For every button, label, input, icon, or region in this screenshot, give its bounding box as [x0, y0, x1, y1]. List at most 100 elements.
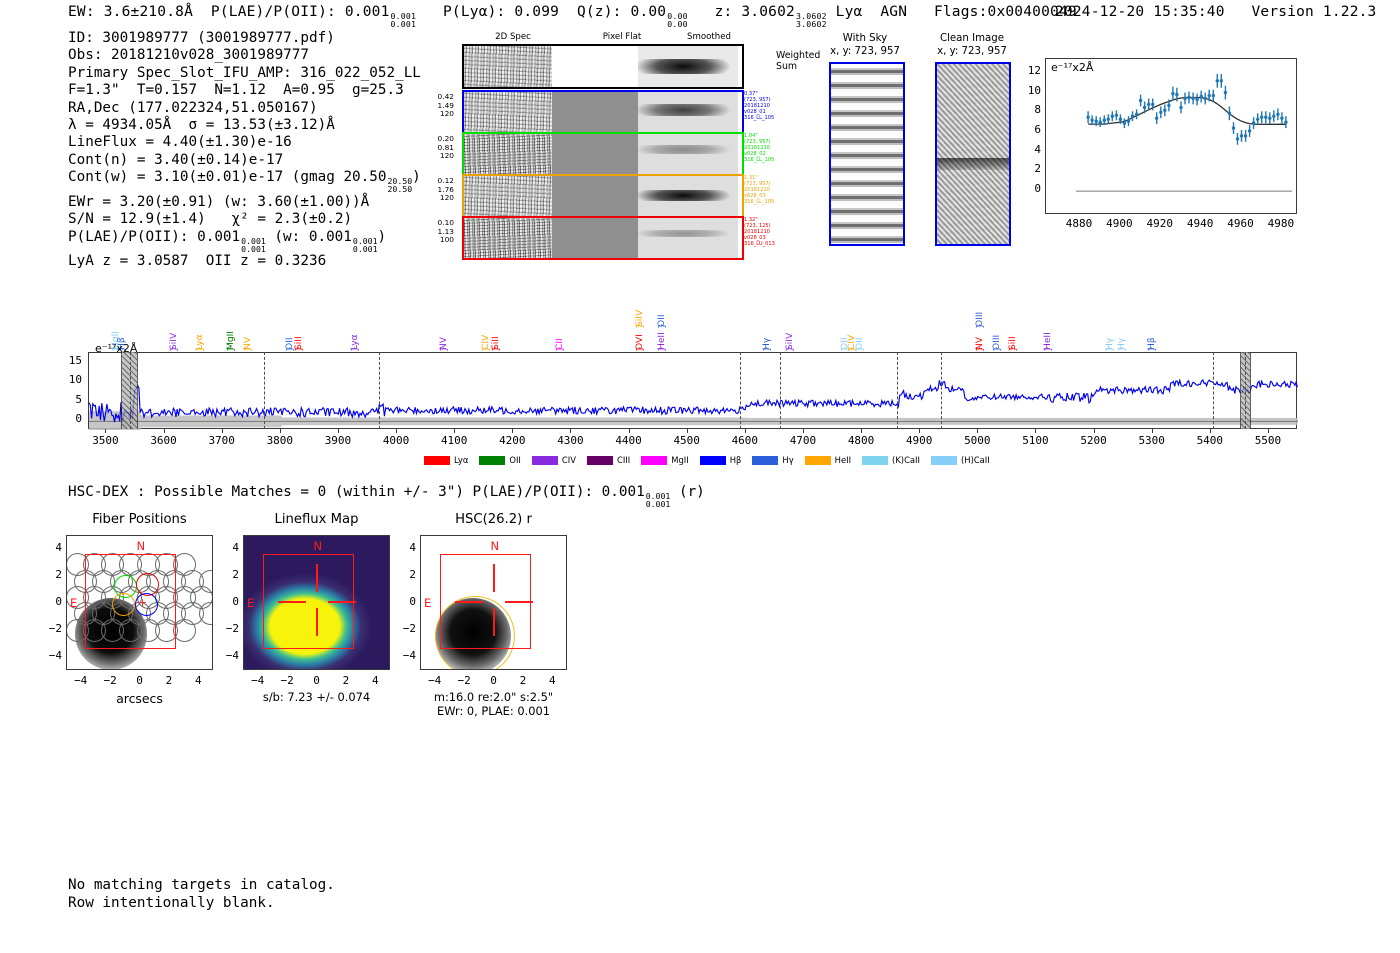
- panel-axes-0: + N E: [66, 535, 213, 670]
- panel-xtick-2: 4: [548, 674, 556, 687]
- spectrum-xtick: 4500: [673, 434, 700, 447]
- panel-xtick-2: 2: [519, 674, 527, 687]
- legend-item-hγ: Hγ: [752, 455, 794, 465]
- info-sn-chi2: S/N = 12.9(±1.4) χ² = 2.3(±0.2): [68, 211, 353, 228]
- panel-xlabel-0: arcsecs: [116, 691, 163, 706]
- spectrum-line-marker: [940, 352, 942, 429]
- spectrum-line-brace: {: [489, 346, 500, 352]
- header-version: Version 1.22.3: [1251, 4, 1377, 20]
- spectrum-ytick: 5: [75, 392, 82, 406]
- cutout-subtitle-text-1: x, y: 723, 957: [937, 45, 1007, 57]
- spectrum-line-brace: {: [1007, 346, 1018, 352]
- spectrum-xtick-mark: [396, 429, 398, 433]
- panel-compass-n-2: N: [490, 539, 500, 553]
- spectrum-line-brace: {: [242, 346, 253, 352]
- spectrum-xtick: 4100: [440, 434, 468, 447]
- line-profile-xtick: 4920: [1146, 217, 1174, 230]
- spec2d-row-weighted-sum: [462, 44, 744, 89]
- spectrum-ytick: 15: [68, 353, 82, 367]
- spectrum-xtick: 4200: [499, 434, 526, 447]
- spectrum-line-marker: [1244, 352, 1246, 429]
- spec2d-right-value: 1.31": [744, 175, 758, 181]
- header-timestamp-version: 2024-12-20 15:35:40 Version 1.22.3: [1055, 4, 1377, 20]
- spectrum-line-marker: [378, 352, 380, 429]
- legend-item-civ: CIV: [531, 455, 576, 465]
- spectrum-xtick-mark: [105, 429, 107, 433]
- legend-swatch: [641, 455, 668, 465]
- spec2d-row-3-right-labels: 1.31" (723, 957) 20181210 v028_03 316_LL_105: [744, 175, 804, 205]
- full-spectrum-plot: [88, 352, 1298, 430]
- footer-line-1: No matching targets in catalog.: [68, 877, 335, 893]
- panel-ytick-0: 2: [55, 567, 62, 581]
- spectrum-ytick: 10: [68, 373, 82, 387]
- legend-swatch: [479, 455, 506, 465]
- panel-compass-n-1: N: [313, 539, 323, 553]
- header-classification: Lyα: [835, 4, 863, 20]
- hsc-dex-suffix: (r): [678, 484, 705, 500]
- spectrum-line-brace: {: [633, 346, 644, 352]
- panel-xtick-0: 2: [165, 674, 173, 687]
- spectrum-xtick: 4400: [615, 434, 642, 447]
- spec2d-right-value: 1.32": [744, 217, 758, 223]
- panel-ytick-2: −2: [402, 621, 416, 635]
- panel-ytick-1: 4: [232, 540, 239, 554]
- spectrum-legend: Lyα OII CIV CIII MgII Hβ Hγ HeII (K)CaII (H)CaII: [424, 455, 990, 465]
- spec2d-right-value: v028_02: [744, 151, 766, 158]
- hsc-dex-summary: HSC-DEX : Possible Matches = 0 (within +…: [68, 484, 705, 509]
- header-summary-line: EW: 3.6±210.8Å P(LAE)/P(OII): 0.001 0.001…: [68, 4, 1077, 29]
- spectrum-line-brace: {: [438, 346, 449, 352]
- spec2d-right-value: 1.04": [744, 133, 758, 139]
- lineflux-map-image: [244, 536, 389, 669]
- panel-xtick-1: 0: [313, 674, 320, 687]
- panel-ytick-2: 2: [409, 567, 416, 581]
- spectrum-line-brace: {: [194, 346, 205, 352]
- spectrum-xtick-mark: [1093, 429, 1095, 433]
- spectrum-line-marker: [130, 352, 132, 429]
- spectrum-line-brace: {: [761, 346, 772, 352]
- spec2d-row-1-right-labels: 0.37" (723, 957) 20181210 v028_01 316_LL_105: [744, 91, 804, 121]
- spectrum-line-brace: {: [784, 346, 795, 352]
- info-primary-spec-slot: Primary Spec_Slot_IFU_AMP: 316_022_052_L…: [68, 64, 421, 81]
- hsc-dex-prefix: HSC-DEX : Possible Matches = 0 (within +…: [68, 484, 645, 500]
- spectrum-xtick-mark: [512, 429, 514, 433]
- legend-swatch: [752, 455, 779, 465]
- header-agn: AGN: [880, 4, 908, 20]
- spectrum-xtick: 5300: [1138, 434, 1165, 447]
- spectrum-line-marker: [779, 352, 781, 429]
- line-profile-xtick: 4880: [1065, 217, 1093, 230]
- spectrum-line-marker: [1212, 352, 1214, 429]
- spectrum-xtick-mark: [861, 429, 863, 433]
- panel-ytick-1: −4: [225, 648, 239, 662]
- spec2d-left-value: 0.42: [437, 92, 454, 101]
- header-qz-errors: 0.00 0.00: [667, 10, 688, 30]
- spectrum-xtick: 3900: [324, 434, 352, 447]
- cutout-image-clean: [935, 62, 1011, 246]
- cutout-title-text-0: With Sky: [842, 33, 888, 44]
- spectrum-line-brace: {: [974, 346, 985, 352]
- panel-compass-e-2: E: [424, 595, 432, 610]
- legend-label: OII: [509, 455, 521, 465]
- spec2d-right-value: 0.37": [744, 91, 758, 97]
- panel-crosshair-2-0: [493, 564, 495, 592]
- spec2d-right-value: 316_LU_013: [744, 241, 775, 248]
- fiber-circle: [172, 618, 196, 642]
- spec2d-right-value: v028_03: [744, 193, 766, 200]
- spectrum-units-annotation: e⁻¹⁷x2Å: [95, 342, 138, 355]
- spectrum-xtick: 3700: [208, 434, 235, 447]
- panel-ytick-0: −2: [48, 621, 62, 635]
- spectrum-xtick-mark: [1209, 429, 1211, 433]
- spectrum-xtick-mark: [454, 429, 456, 433]
- panel-title-0: Fiber Positions: [92, 512, 187, 527]
- panel-red-box-0: [84, 554, 176, 649]
- spectrum-line-brace: {: [1103, 346, 1114, 352]
- cutout-image-with-sky: [829, 62, 905, 246]
- panel-ytick-2: −4: [402, 648, 416, 662]
- header-plya: P(Lyα): 0.099: [442, 4, 560, 20]
- panel-crosshair-2-3: [505, 601, 533, 603]
- line-profile-ytick: 6: [1034, 123, 1041, 136]
- panel-caption-1-0: s/b: 7.23 +/- 0.074: [262, 690, 371, 704]
- spectrum-line-brace: {: [853, 346, 864, 352]
- header-z-label: z: 3.0602: [714, 4, 795, 20]
- spec2d-row-4-left-labels: 0.10 1.13 100: [398, 218, 454, 245]
- spectrum-xtick: 4300: [557, 434, 584, 447]
